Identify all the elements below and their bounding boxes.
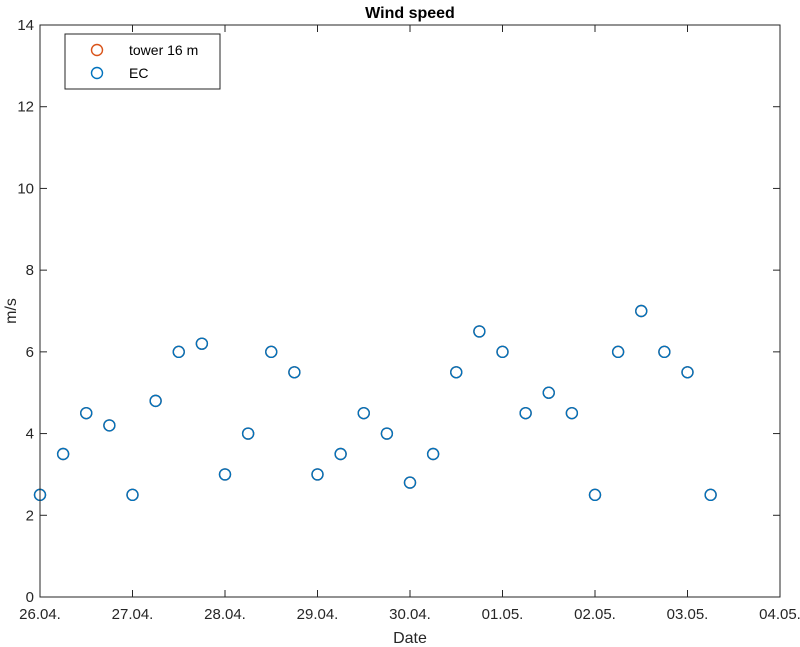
data-point [542, 386, 555, 399]
data-point [426, 447, 440, 461]
data-point [241, 427, 255, 440]
data-point [611, 345, 625, 359]
x-tick-label: 04.05. [759, 606, 800, 623]
data-point [658, 345, 671, 359]
data-point [681, 366, 694, 379]
data-point [450, 366, 463, 379]
data-point [218, 468, 232, 481]
y-tick-label: 6 [26, 344, 34, 361]
y-tick-label: 14 [17, 17, 34, 34]
data-point [635, 304, 648, 318]
x-tick-label: 02.05. [574, 606, 616, 623]
plot-area: 26.04. 27.04. 28.04. 29.04. 30.04. 01.05. 02.0… [17, 17, 800, 623]
data-point [56, 447, 70, 461]
series-ec [33, 304, 717, 502]
data-point [403, 476, 417, 489]
legend-marker-ec [90, 66, 104, 80]
x-tick-label: 29.04. [297, 606, 339, 623]
legend-marker-tower-16m [90, 43, 104, 57]
series-layer [33, 304, 717, 502]
x-axis-label: Date [393, 630, 427, 647]
data-point [288, 366, 301, 379]
x-tick-label: 30.04. [389, 606, 431, 623]
data-point [265, 345, 278, 359]
legend-box [64, 33, 221, 90]
data-point [357, 406, 370, 420]
y-tick-label: 0 [26, 589, 34, 606]
legend-label-tower-16m: tower 16 m [129, 42, 198, 58]
x-tick-label: 26.04. [19, 606, 61, 623]
data-point [519, 406, 532, 420]
data-point [80, 406, 93, 420]
x-tick-label: 28.04. [204, 606, 246, 623]
plot-background [40, 25, 780, 597]
data-point [149, 394, 162, 408]
legend-label-ec: EC [129, 65, 148, 81]
y-tick-label: 10 [17, 180, 34, 197]
data-point [311, 468, 324, 481]
y-tick-label: 8 [26, 262, 34, 279]
x-tick-label: 01.05. [482, 606, 524, 623]
data-point [103, 419, 116, 432]
data-point [334, 447, 347, 461]
data-point [172, 345, 185, 359]
ticks-layer: 26.04. 27.04. 28.04. 29.04. 30.04. 01.05. 02.0… [17, 17, 800, 623]
data-point [126, 488, 139, 502]
data-point [588, 488, 602, 502]
y-tick-label: 12 [17, 99, 34, 116]
y-axis-label: m/s [3, 298, 20, 324]
y-tick-label: 2 [26, 507, 34, 524]
data-point [195, 337, 209, 350]
data-point [496, 345, 509, 359]
data-point [473, 325, 486, 338]
x-tick-label: 27.04. [112, 606, 154, 623]
x-tick-label: 03.05. [667, 606, 709, 623]
legend: tower 16 m EC [64, 33, 221, 90]
data-point [380, 427, 394, 440]
y-tick-label: 4 [26, 426, 34, 443]
chart-title: Wind speed [365, 5, 455, 22]
data-point [704, 488, 717, 502]
data-point [565, 406, 579, 420]
